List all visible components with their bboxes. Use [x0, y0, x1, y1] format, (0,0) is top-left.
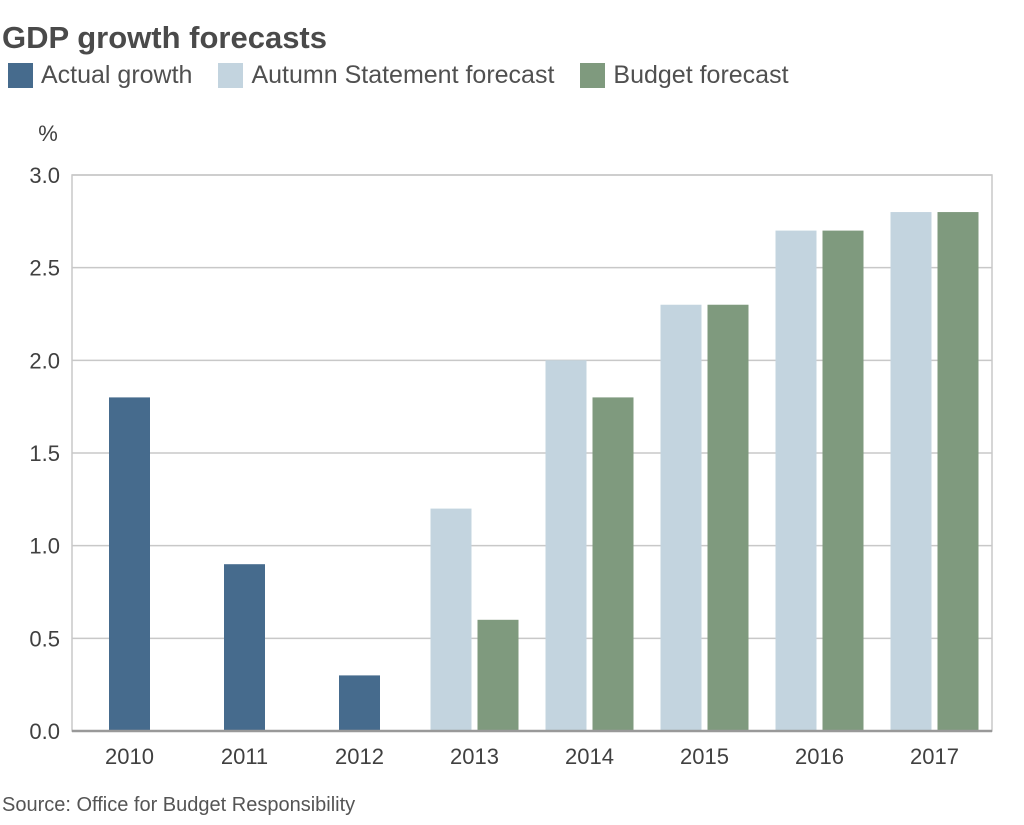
bar-2014-budget-forecast [592, 397, 634, 731]
legend: Actual growth Autumn Statement forecast … [8, 61, 815, 90]
y-tick-label: 3.0 [29, 163, 60, 188]
bar-2017-autumn-statement-forecast [890, 212, 932, 732]
x-tick-label: 2015 [680, 744, 729, 769]
y-tick-label: 2.5 [29, 256, 60, 281]
legend-swatch [8, 63, 33, 88]
y-tick-label: 0.0 [29, 719, 60, 744]
bar-2016-autumn-statement-forecast [775, 230, 817, 731]
x-tick-label: 2013 [450, 744, 499, 769]
bar-2017-budget-forecast [937, 212, 979, 732]
legend-label: Actual growth [41, 61, 193, 89]
chart-title: GDP growth forecasts [2, 20, 328, 55]
bar-2015-budget-forecast [707, 304, 749, 731]
bar-2013-budget-forecast [477, 619, 519, 731]
x-tick-label: 2012 [335, 744, 384, 769]
y-tick-label: 1.0 [29, 534, 60, 559]
bar-2014-autumn-statement-forecast [545, 360, 587, 731]
legend-label: Budget forecast [613, 61, 789, 89]
y-tick-label: 2.0 [29, 348, 60, 373]
bar-2015-autumn-statement-forecast [660, 304, 702, 731]
bar-2010-actual-growth [109, 397, 150, 731]
legend-label: Autumn Statement forecast [251, 61, 555, 89]
legend-swatch [218, 63, 244, 88]
y-axis-unit: % [38, 121, 58, 146]
y-tick-label: 1.5 [29, 441, 60, 466]
legend-swatch [580, 63, 606, 88]
bar-2011-actual-growth [224, 564, 265, 731]
legend-item-autumn: Autumn Statement forecast [218, 61, 554, 90]
legend-item-actual: Actual growth [8, 61, 192, 90]
bar-2013-autumn-statement-forecast [430, 508, 472, 731]
x-tick-label: 2011 [221, 744, 268, 769]
bar-2016-budget-forecast [822, 230, 864, 731]
x-tick-label: 2016 [795, 744, 844, 769]
x-tick-label: 2014 [565, 744, 614, 769]
source-note: Source: Office for Budget Responsibility [2, 794, 356, 816]
x-tick-label: 2010 [105, 744, 154, 769]
legend-item-budget: Budget forecast [580, 61, 789, 90]
bar-2012-actual-growth [339, 675, 380, 731]
y-tick-label: 0.5 [29, 626, 60, 651]
x-tick-label: 2017 [910, 744, 959, 769]
